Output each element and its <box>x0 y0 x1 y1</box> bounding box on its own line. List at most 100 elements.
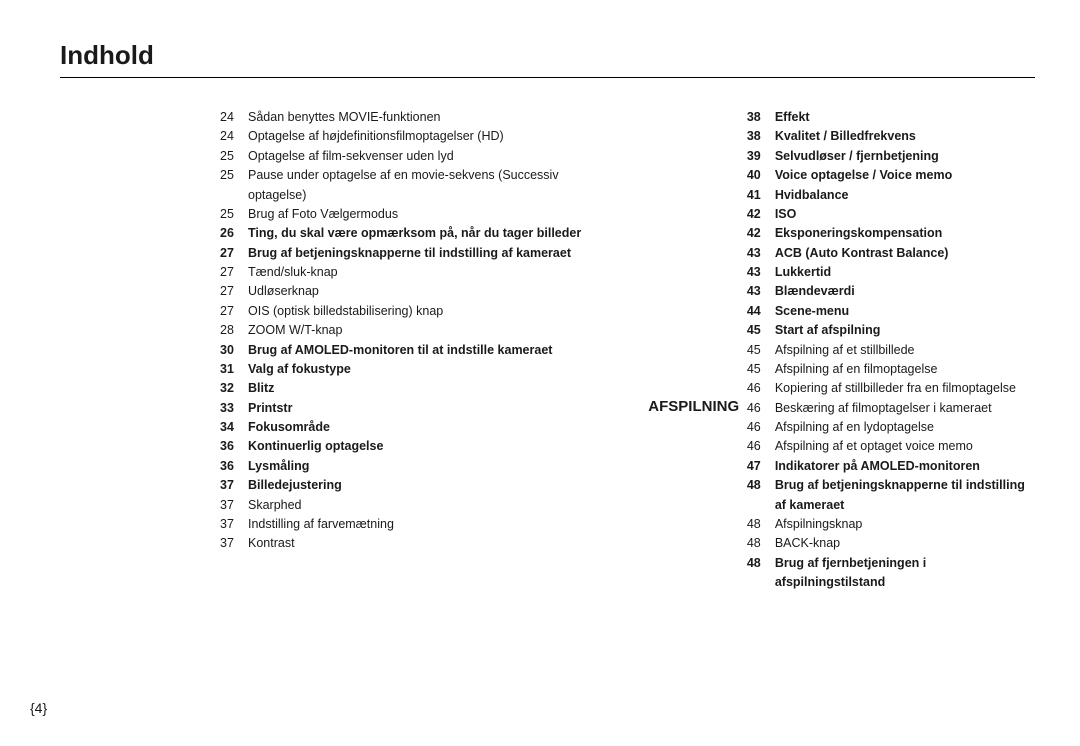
toc-entry: 43ACB (Auto Kontrast Balance) <box>747 244 1035 263</box>
toc-entry: 25Pause under optagelse af en movie-sekv… <box>220 166 588 205</box>
toc-entry: 26Ting, du skal være opmærksom på, når d… <box>220 224 588 243</box>
toc-page: 45 <box>747 321 775 340</box>
toc-page: 24 <box>220 108 248 127</box>
toc-text: ACB (Auto Kontrast Balance) <box>775 244 1035 263</box>
toc-page: 44 <box>747 302 775 321</box>
toc-entry: 31Valg af fokustype <box>220 360 588 379</box>
toc-entry: 46Kopiering af stillbilleder fra en film… <box>747 379 1035 398</box>
toc-page: 25 <box>220 166 248 205</box>
toc-text: Brug af fjernbetjeningen i afspilningsti… <box>775 554 1035 593</box>
toc-page: 45 <box>747 360 775 379</box>
toc-text: Scene-menu <box>775 302 1035 321</box>
toc-text: Printstr <box>248 399 588 418</box>
toc-entry: 40Voice optagelse / Voice memo <box>747 166 1035 185</box>
toc-page: 45 <box>747 341 775 360</box>
toc-entry: 39Selvudløser / fjernbetjening <box>747 147 1035 166</box>
toc-entry: 42Eksponeringskompensation <box>747 224 1035 243</box>
toc-text: Kopiering af stillbilleder fra en filmop… <box>775 379 1035 398</box>
toc-page: 48 <box>747 476 775 515</box>
toc-page: 28 <box>220 321 248 340</box>
toc-entry: 36Kontinuerlig optagelse <box>220 437 588 456</box>
toc-text: Udløserknap <box>248 282 588 301</box>
toc-text: Kontinuerlig optagelse <box>248 437 588 456</box>
toc-page: 46 <box>747 437 775 456</box>
toc-entry: 48Brug af betjeningsknapperne til indsti… <box>747 476 1035 515</box>
toc-entry: 46Beskæring af filmoptagelser i kameraet <box>747 399 1035 418</box>
toc-text: Eksponeringskompensation <box>775 224 1035 243</box>
toc-entry: 27OIS (optisk billedstabilisering) knap <box>220 302 588 321</box>
toc-entry: 37Billedejustering <box>220 476 588 495</box>
toc-entry: 37Skarphed <box>220 496 588 515</box>
toc-entry: 27Tænd/sluk-knap <box>220 263 588 282</box>
toc-text: Start af afspilning <box>775 321 1035 340</box>
toc-page: 38 <box>747 108 775 127</box>
toc-text: Kvalitet / Billedfrekvens <box>775 127 1035 146</box>
toc-entry: 41Hvidbalance <box>747 186 1035 205</box>
toc-text: Blitz <box>248 379 588 398</box>
toc-text: Brug af betjeningsknapperne til indstill… <box>248 244 588 263</box>
toc-text: Indikatorer på AMOLED-monitoren <box>775 457 1035 476</box>
toc-page: 27 <box>220 302 248 321</box>
toc-text: Ting, du skal være opmærksom på, når du … <box>248 224 588 243</box>
toc-entry: 38Effekt <box>747 108 1035 127</box>
toc-text: Blændeværdi <box>775 282 1035 301</box>
toc-page: 39 <box>747 147 775 166</box>
toc-entries-1: 24Sådan benyttes MOVIE-funktionen24Optag… <box>220 108 588 554</box>
toc-page: 27 <box>220 282 248 301</box>
toc-entry: 32Blitz <box>220 379 588 398</box>
toc-entry: 24Optagelse af højdefinitionsfilmoptagel… <box>220 127 588 146</box>
toc-text: Pause under optagelse af en movie-sekven… <box>248 166 588 205</box>
toc-text: Afspilningsknap <box>775 515 1035 534</box>
toc-entry: 24Sådan benyttes MOVIE-funktionen <box>220 108 588 127</box>
toc-page: 38 <box>747 127 775 146</box>
toc-text: Lukkertid <box>775 263 1035 282</box>
toc-entry: 48Afspilningsknap <box>747 515 1035 534</box>
toc-page: 46 <box>747 418 775 437</box>
toc-column-1: 24Sådan benyttes MOVIE-funktionen24Optag… <box>220 108 588 592</box>
toc-entry: 37Kontrast <box>220 534 588 553</box>
toc-page: 47 <box>747 457 775 476</box>
toc-entry: 30Brug af AMOLED-monitoren til at indsti… <box>220 341 588 360</box>
toc-page: 30 <box>220 341 248 360</box>
toc-text: Hvidbalance <box>775 186 1035 205</box>
toc-text: Billedejustering <box>248 476 588 495</box>
toc-page: 25 <box>220 205 248 224</box>
toc-page: 48 <box>747 554 775 593</box>
toc-text: Optagelse af højdefinitionsfilmoptagelse… <box>248 127 588 146</box>
toc-page: 27 <box>220 244 248 263</box>
toc-entry: 45Start af afspilning <box>747 321 1035 340</box>
toc-text: Indstilling af farvemætning <box>248 515 588 534</box>
toc-page: 34 <box>220 418 248 437</box>
toc-entry: 25Optagelse af film-sekvenser uden lyd <box>220 147 588 166</box>
toc-page: 37 <box>220 534 248 553</box>
toc-entry: 27Udløserknap <box>220 282 588 301</box>
toc-page: 32 <box>220 379 248 398</box>
toc-entry: 42ISO <box>747 205 1035 224</box>
toc-entry: 47Indikatorer på AMOLED-monitoren <box>747 457 1035 476</box>
toc-entry: 44Scene-menu <box>747 302 1035 321</box>
page-number: {4} <box>30 700 47 716</box>
toc-page: 37 <box>220 496 248 515</box>
toc-text: Voice optagelse / Voice memo <box>775 166 1035 185</box>
toc-text: Afspilning af en lydoptagelse <box>775 418 1035 437</box>
toc-page: 36 <box>220 457 248 476</box>
toc-entry: 46Afspilning af et optaget voice memo <box>747 437 1035 456</box>
toc-entry: 37Indstilling af farvemætning <box>220 515 588 534</box>
toc-page: 40 <box>747 166 775 185</box>
toc-page: 41 <box>747 186 775 205</box>
toc-entry: 43Lukkertid <box>747 263 1035 282</box>
toc-entry: 45Afspilning af en filmoptagelse <box>747 360 1035 379</box>
toc-entry: 28ZOOM W/T-knap <box>220 321 588 340</box>
toc-page: 43 <box>747 282 775 301</box>
toc-entry: 43Blændeværdi <box>747 282 1035 301</box>
toc-text: ZOOM W/T-knap <box>248 321 588 340</box>
toc-entry: 38Kvalitet / Billedfrekvens <box>747 127 1035 146</box>
toc-entry: 45Afspilning af et stillbillede <box>747 341 1035 360</box>
toc-entries-2: 38Effekt38Kvalitet / Billedfrekvens39Sel… <box>747 108 1035 592</box>
toc-page: 37 <box>220 515 248 534</box>
toc-text: Afspilning af en filmoptagelse <box>775 360 1035 379</box>
page-title: Indhold <box>60 40 1035 71</box>
section-label: AFSPILNING <box>648 398 747 415</box>
toc-text: Beskæring af filmoptagelser i kameraet <box>775 399 1035 418</box>
toc-entry: 33Printstr <box>220 399 588 418</box>
